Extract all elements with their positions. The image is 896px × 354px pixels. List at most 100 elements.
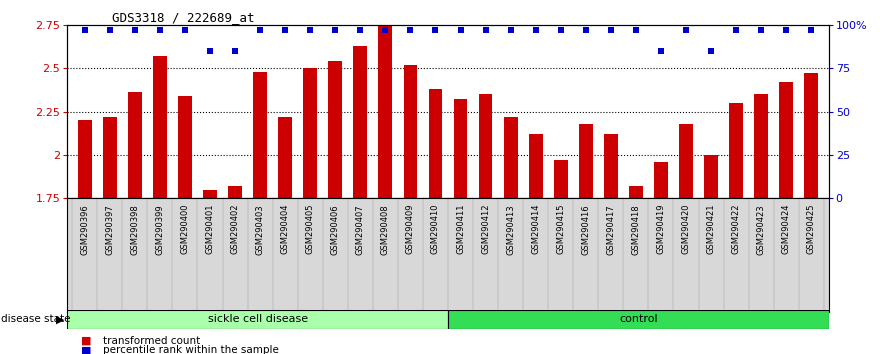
Bar — [228, 186, 242, 198]
Text: GSM290414: GSM290414 — [531, 204, 540, 255]
Text: GSM290400: GSM290400 — [180, 204, 189, 255]
Bar — [704, 155, 718, 198]
Point — [152, 27, 167, 33]
Bar — [78, 120, 91, 198]
Text: GSM290398: GSM290398 — [130, 204, 140, 255]
Point — [177, 27, 192, 33]
Bar — [403, 65, 418, 198]
Text: GSM290408: GSM290408 — [381, 204, 390, 255]
Bar — [453, 99, 468, 198]
Point — [378, 27, 392, 33]
Bar — [67, 310, 448, 329]
Point — [704, 48, 719, 53]
Text: GSM290404: GSM290404 — [280, 204, 289, 255]
Text: GSM290423: GSM290423 — [756, 204, 766, 255]
Bar — [504, 117, 518, 198]
Bar — [178, 96, 192, 198]
Point — [804, 27, 818, 33]
Bar — [378, 16, 392, 198]
Bar — [203, 190, 217, 198]
Text: transformed count: transformed count — [103, 336, 201, 346]
Text: GSM290417: GSM290417 — [607, 204, 616, 255]
Text: GSM290418: GSM290418 — [632, 204, 641, 255]
Bar — [428, 89, 443, 198]
Text: GDS3318 / 222689_at: GDS3318 / 222689_at — [112, 11, 254, 24]
Bar — [328, 61, 342, 198]
Text: GSM290399: GSM290399 — [155, 204, 164, 255]
Text: ▶: ▶ — [56, 314, 65, 325]
Bar — [780, 82, 793, 198]
Point — [328, 27, 342, 33]
Text: GSM290413: GSM290413 — [506, 204, 515, 255]
Point — [127, 27, 142, 33]
Bar — [805, 73, 818, 198]
Text: GSM290421: GSM290421 — [707, 204, 716, 255]
Point — [453, 27, 468, 33]
Point — [729, 27, 744, 33]
Text: GSM290397: GSM290397 — [106, 204, 115, 255]
Bar — [604, 134, 617, 198]
Text: control: control — [619, 314, 658, 325]
Text: GSM290409: GSM290409 — [406, 204, 415, 255]
Text: GSM290424: GSM290424 — [781, 204, 790, 255]
Text: GSM290422: GSM290422 — [732, 204, 741, 255]
Text: GSM290401: GSM290401 — [205, 204, 214, 255]
Point — [679, 27, 694, 33]
Text: percentile rank within the sample: percentile rank within the sample — [103, 346, 279, 354]
Text: GSM290402: GSM290402 — [230, 204, 239, 255]
Point — [654, 48, 668, 53]
Point — [779, 27, 793, 33]
Bar — [279, 117, 292, 198]
Bar — [254, 72, 267, 198]
Text: GSM290411: GSM290411 — [456, 204, 465, 255]
Point — [103, 27, 117, 33]
Text: GSM290419: GSM290419 — [657, 204, 666, 255]
Bar — [629, 186, 642, 198]
Point — [353, 27, 367, 33]
Text: sickle cell disease: sickle cell disease — [208, 314, 307, 325]
Bar — [529, 134, 543, 198]
Bar — [754, 94, 768, 198]
Bar — [128, 92, 142, 198]
Bar — [153, 56, 167, 198]
Text: GSM290403: GSM290403 — [255, 204, 264, 255]
Text: ■: ■ — [81, 346, 91, 354]
Bar — [478, 94, 493, 198]
Point — [253, 27, 267, 33]
Text: GSM290407: GSM290407 — [356, 204, 365, 255]
Point — [202, 48, 217, 53]
Text: GSM290406: GSM290406 — [331, 204, 340, 255]
Bar — [654, 162, 668, 198]
Text: GSM290415: GSM290415 — [556, 204, 565, 255]
Text: ■: ■ — [81, 336, 91, 346]
Point — [629, 27, 643, 33]
Bar — [679, 124, 693, 198]
Point — [529, 27, 543, 33]
Point — [278, 27, 292, 33]
Point — [754, 27, 769, 33]
Bar — [448, 310, 829, 329]
Point — [228, 48, 242, 53]
Bar — [103, 117, 116, 198]
Text: GSM290416: GSM290416 — [582, 204, 590, 255]
Bar — [304, 68, 317, 198]
Point — [504, 27, 518, 33]
Point — [478, 27, 493, 33]
Text: GSM290412: GSM290412 — [481, 204, 490, 255]
Point — [78, 27, 92, 33]
Text: GSM290410: GSM290410 — [431, 204, 440, 255]
Point — [554, 27, 568, 33]
Point — [303, 27, 317, 33]
Bar — [353, 46, 367, 198]
Text: disease state: disease state — [1, 314, 71, 325]
Point — [604, 27, 618, 33]
Point — [579, 27, 593, 33]
Bar — [554, 160, 568, 198]
Bar — [729, 103, 743, 198]
Bar — [579, 124, 592, 198]
Text: GSM290420: GSM290420 — [682, 204, 691, 255]
Text: GSM290425: GSM290425 — [806, 204, 815, 255]
Point — [403, 27, 418, 33]
Text: GSM290396: GSM290396 — [81, 204, 90, 255]
Text: GSM290405: GSM290405 — [306, 204, 314, 255]
